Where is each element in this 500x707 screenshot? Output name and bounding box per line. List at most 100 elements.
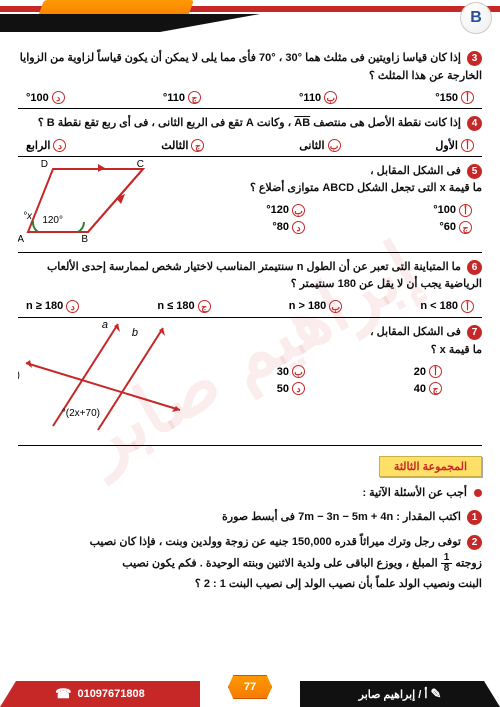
- group3-heading: المجموعة الثالثة: [379, 456, 482, 477]
- q7-opt-b-text: 30: [277, 366, 289, 378]
- footer-name-text: أ / إبراهيم صابر: [359, 688, 428, 701]
- p2-l1: توفى رجل وترك ميراثاً قدره 150,000 جنيه …: [90, 536, 461, 548]
- q7-opt-a-text: 20: [414, 366, 426, 378]
- opt-mark: ب: [328, 139, 341, 152]
- q7-opt-a: أ20: [335, 365, 442, 378]
- q7-opt-c: ج40: [335, 382, 442, 395]
- svg-text:(2x+70)°: (2x+70)°: [62, 408, 100, 419]
- opt-mark: د: [66, 300, 79, 313]
- q4-text-a: إذا كانت نقطة الأصل هى منتصف: [310, 117, 461, 129]
- opt-mark: أ: [459, 204, 472, 217]
- q5-opt-c-text: °60: [439, 221, 456, 233]
- footer-author: ✎ أ / إبراهيم صابر: [300, 681, 500, 707]
- q7-opt-d: د50: [198, 382, 305, 395]
- q7-number: 7: [467, 325, 482, 340]
- opt-mark: ب: [292, 365, 305, 378]
- svg-text:a: a: [102, 319, 108, 331]
- page-content: 3 إذا كان قياسا زاويتين فى مثلث هما °30 …: [0, 40, 500, 595]
- bullet-icon: [474, 489, 482, 497]
- q3-opt-d-text: °100: [26, 92, 49, 104]
- q6-opt-a-text: n < 180: [420, 300, 458, 312]
- p2-fraction: 1 8: [441, 553, 453, 574]
- opt-mark: ج: [198, 300, 211, 313]
- svg-text:D: D: [41, 159, 48, 170]
- q6-opt-a: n < 180أ: [420, 300, 474, 313]
- svg-text:C: C: [137, 159, 144, 170]
- p1-expr: 7m − 3n − 5m + 4n: [298, 511, 393, 523]
- q3-options: أ°150 ب°110 ج°110 د°100: [18, 89, 482, 109]
- q5-line2: ما قيمة x التى تجعل الشكل ABCD متوازى أض…: [250, 182, 482, 194]
- q4-number: 4: [467, 116, 482, 131]
- group3-p2: 2 توفى رجل وترك ميراثاً قدره 150,000 جني…: [18, 532, 482, 595]
- q7-line1: فى الشكل المقابل ،: [370, 326, 461, 338]
- opt-mark: أ: [461, 300, 474, 313]
- question-5-row: 5 فى الشكل المقابل ، ما قيمة x التى تجعل…: [18, 157, 482, 253]
- svg-text:A: A: [18, 234, 24, 245]
- opt-mark-d: د: [52, 91, 65, 104]
- frac-den: 8: [441, 564, 453, 574]
- q7-line2: ما قيمة x ؟: [431, 344, 482, 356]
- p2-l2b: المبلغ ، ويوزع الباقى على ولدية الاثنين …: [122, 557, 437, 569]
- question-3: 3 إذا كان قياسا زاويتين فى مثلث هما °30 …: [18, 50, 482, 85]
- q3-opt-b: ب°110: [299, 91, 337, 104]
- q4-opt-c: جالثالث: [161, 139, 204, 152]
- opt-mark: أ: [461, 139, 474, 152]
- svg-text:b: b: [132, 327, 138, 339]
- q3-opt-d: د°100: [26, 91, 65, 104]
- q6-opt-c: n ≤ 180 ج: [157, 300, 210, 313]
- question-7-row: 7 فى الشكل المقابل ، ما قيمة x ؟ أ20 ب30…: [18, 318, 482, 446]
- opt-mark: ج: [459, 221, 472, 234]
- svg-text:(3x+40)°: (3x+40)°: [18, 370, 20, 381]
- q6-options: n < 180أ n > 180ب n ≤ 180 ج n ≥ 180د: [18, 298, 482, 318]
- q5-line1: فى الشكل المقابل ،: [370, 165, 461, 177]
- page-footer: ✎ أ / إبراهيم صابر 77 01097671808 ☎: [0, 669, 500, 707]
- q5-number: 5: [467, 164, 482, 179]
- q4-opt-d: دالرابع: [26, 139, 66, 152]
- p2-l3: البنت ونصيب الولد علماً بأن نصيب الولد إ…: [195, 578, 482, 590]
- opt-mark-b: ب: [324, 91, 337, 104]
- q4-opt-a: أالأول: [435, 139, 474, 152]
- q6-opt-b-text: n > 180: [289, 300, 327, 312]
- q4-segment: AB: [294, 117, 310, 129]
- q4-options: أالأول ب الثانى جالثالث دالرابع: [18, 137, 482, 157]
- q7-opt-c-text: 40: [414, 383, 426, 395]
- question-6: 6 ما المتباينة التى تعبر عن أن الطول n س…: [18, 259, 482, 294]
- q5-opt-a: أ°100: [335, 204, 472, 217]
- q5-figure: A B C D x° 120°: [18, 157, 158, 248]
- q5-opt-d: د°80: [168, 221, 305, 234]
- q3-number: 3: [467, 51, 482, 66]
- footer-phone-text: 01097671808: [77, 688, 144, 700]
- opt-mark: د: [292, 221, 305, 234]
- q4-text-b: ، وكانت A تقع فى الربع الثانى ، فى أى رب…: [38, 117, 294, 129]
- logo: B: [460, 2, 492, 34]
- transversal-svg: a b (3x+40)° (2x+70)°: [18, 318, 188, 438]
- q3-opt-a-text: °150: [435, 92, 458, 104]
- opt-mark: ب: [292, 204, 305, 217]
- question-5: 5 فى الشكل المقابل ، ما قيمة x التى تجعل…: [158, 163, 482, 198]
- q4-opt-b-text: الثانى: [299, 139, 324, 152]
- p2-l2a: زوجته: [452, 557, 482, 569]
- question-7: 7 فى الشكل المقابل ، ما قيمة x ؟: [188, 324, 482, 359]
- q4-opt-d-text: الرابع: [26, 139, 50, 152]
- q6-opt-d-text: n ≥ 180: [26, 300, 63, 312]
- q3-opt-a: أ°150: [435, 91, 474, 104]
- q6-opt-c-text: n ≤ 180: [157, 300, 194, 312]
- opt-mark: ب: [329, 300, 342, 313]
- svg-text:120°: 120°: [42, 215, 63, 226]
- q3-text: إذا كان قياسا زاويتين فى مثلث هما °30 ، …: [20, 52, 482, 82]
- q5-opt-b: ب°120: [168, 204, 305, 217]
- opt-mark: أ: [429, 365, 442, 378]
- q4-opt-a-text: الأول: [435, 139, 458, 152]
- q5-opt-d-text: °80: [272, 221, 289, 233]
- q3-opt-b-text: °110: [299, 92, 321, 104]
- group3-instr-text: أجب عن الأسئلة الآتية :: [362, 487, 467, 499]
- q5-options: أ°100 ب°120 ج°60 د°80: [158, 202, 482, 236]
- q6-opt-d: n ≥ 180د: [26, 300, 79, 313]
- phone-icon: ☎: [55, 686, 71, 702]
- svg-text:B: B: [81, 234, 88, 245]
- q6-opt-b: n > 180ب: [289, 300, 343, 313]
- group3-instruction: أجب عن الأسئلة الآتية :: [18, 485, 482, 503]
- opt-mark-a: أ: [461, 91, 474, 104]
- q3-opt-c-text: °110: [163, 92, 185, 104]
- p1-text-a: اكتب المقدار :: [393, 511, 461, 523]
